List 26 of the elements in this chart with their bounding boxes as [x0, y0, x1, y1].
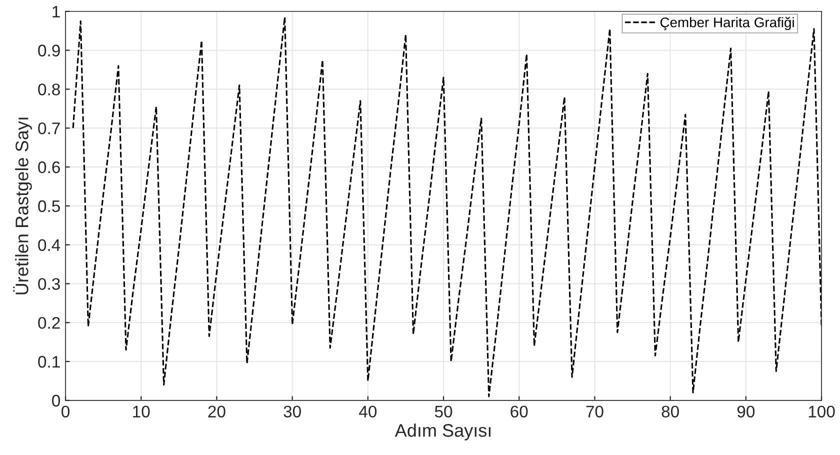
y-tick-label: 0.8 — [38, 84, 60, 96]
line-series — [72, 16, 822, 398]
x-tick-label: 100 — [808, 406, 835, 418]
x-tick-label: 70 — [586, 406, 604, 418]
y-tick-label: 0.5 — [38, 200, 60, 212]
y-tick-label: 0.2 — [38, 316, 60, 329]
y-tick-label: 0 — [52, 394, 60, 407]
x-tick-label: 0 — [62, 406, 70, 418]
y-tick-label: 1 — [52, 6, 60, 18]
x-tick-label: 80 — [662, 406, 679, 418]
x-tick-label: 30 — [284, 406, 301, 418]
y-tick-label: 0.4 — [38, 239, 60, 251]
y-axis-title: Üretilen Rastgele Sayı — [13, 118, 32, 294]
y-tick-label: 0.3 — [38, 278, 60, 290]
x-tick-label: 40 — [359, 406, 377, 418]
x-axis-title: Adım Sayısı — [394, 424, 490, 440]
y-tick-label: 0.9 — [38, 44, 60, 56]
y-tick-label: 0.1 — [38, 356, 60, 368]
x-tick-label: 60 — [510, 406, 528, 418]
x-tick-label: 50 — [434, 406, 452, 418]
legend-label: Çember Harita Grafiği — [660, 16, 794, 30]
y-tick-label: 0.6 — [38, 161, 60, 174]
x-tick-label: 20 — [208, 406, 226, 418]
x-tick-label: 10 — [133, 406, 150, 418]
y-tick-label: 0.7 — [38, 122, 60, 134]
x-tick-label: 90 — [737, 406, 755, 418]
